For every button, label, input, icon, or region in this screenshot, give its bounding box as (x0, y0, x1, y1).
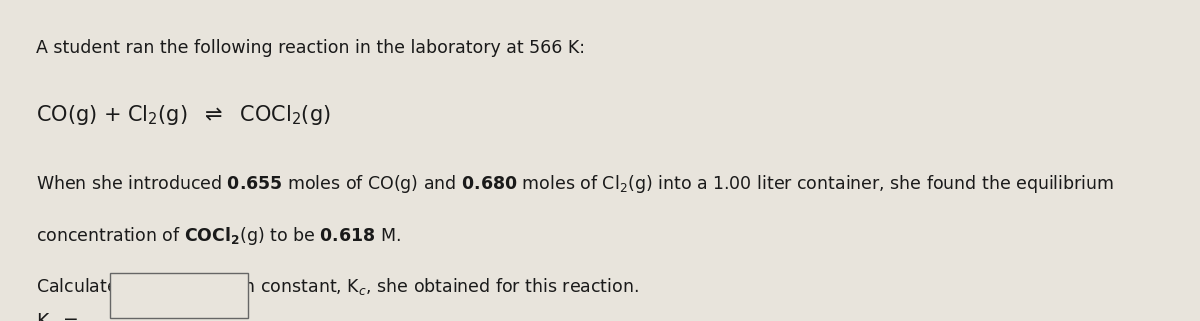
Text: concentration of $\bf{COCl_2}$(g) to be $\bf{0.618}$ M.: concentration of $\bf{COCl_2}$(g) to be … (36, 225, 401, 247)
Text: Calculate the equilibrium constant, K$_c$, she obtained for this reaction.: Calculate the equilibrium constant, K$_c… (36, 276, 638, 298)
Text: CO(g) + Cl$_2$(g)  $\rightleftharpoons$  COCl$_2$(g): CO(g) + Cl$_2$(g) $\rightleftharpoons$ C… (36, 103, 331, 127)
Text: A student ran the following reaction in the laboratory at 566 K:: A student ran the following reaction in … (36, 39, 586, 56)
FancyBboxPatch shape (110, 273, 248, 318)
Text: K$_c$ =: K$_c$ = (36, 311, 78, 321)
Text: When she introduced $\bf{0.655}$ moles of CO(g) and $\bf{0.680}$ moles of Cl$_2$: When she introduced $\bf{0.655}$ moles o… (36, 173, 1114, 195)
